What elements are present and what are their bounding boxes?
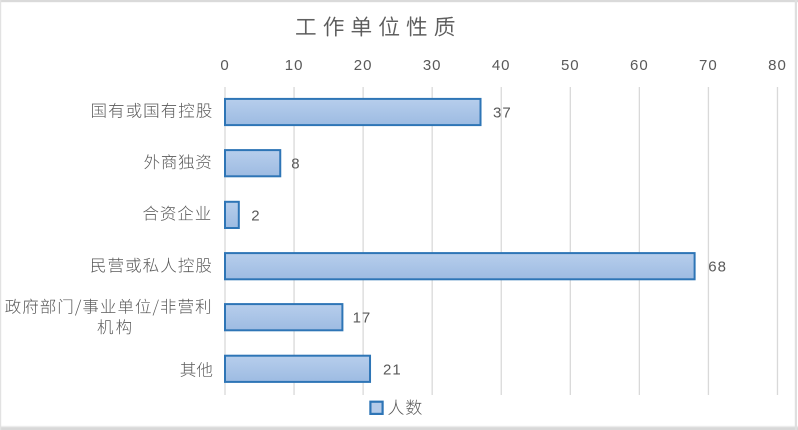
svg-text:80: 80 — [768, 57, 787, 74]
svg-text:70: 70 — [699, 57, 718, 74]
svg-text:68: 68 — [708, 259, 727, 276]
svg-text:17: 17 — [353, 310, 372, 327]
svg-text:20: 20 — [354, 57, 373, 74]
svg-text:8: 8 — [291, 156, 300, 173]
svg-text:2: 2 — [251, 207, 260, 224]
svg-text:30: 30 — [423, 57, 442, 74]
svg-text:50: 50 — [561, 57, 580, 74]
svg-text:0: 0 — [220, 57, 229, 74]
svg-text:40: 40 — [492, 57, 511, 74]
svg-text:60: 60 — [630, 57, 649, 74]
svg-text:21: 21 — [383, 361, 402, 378]
svg-text:37: 37 — [493, 105, 512, 122]
svg-text:10: 10 — [285, 57, 304, 74]
